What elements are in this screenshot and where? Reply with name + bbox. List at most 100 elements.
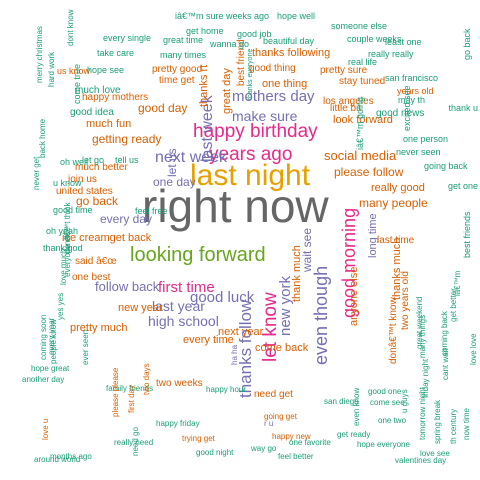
- word-cloud-term: coming back: [440, 311, 449, 356]
- word-cloud-term: please please: [111, 367, 120, 417]
- word-cloud-term: may th: [398, 95, 426, 106]
- word-cloud-term: said â€œ: [75, 255, 117, 267]
- word-cloud-term: one best: [72, 271, 111, 283]
- word-cloud-term: happy hour: [206, 385, 247, 395]
- word-cloud-term: iâ€™m going: [355, 96, 365, 150]
- word-cloud-term: los angeles: [323, 95, 374, 107]
- word-cloud-term: really need: [114, 438, 154, 448]
- word-cloud-term: coming soon: [39, 314, 48, 360]
- word-cloud-term: good job: [237, 29, 272, 40]
- word-cloud-term: tell us: [115, 155, 139, 166]
- word-cloud-term: now time: [462, 407, 471, 440]
- word-cloud-term: good day: [138, 100, 188, 115]
- word-cloud-term: great day: [221, 68, 233, 114]
- word-cloud-term: thank god: [43, 243, 83, 254]
- word-cloud-term: iâ€™m sure: [175, 11, 224, 22]
- word-cloud-term: one day: [153, 174, 196, 189]
- word-cloud-term: everyone else: [63, 227, 72, 277]
- word-cloud-term: weeks ago: [226, 11, 270, 22]
- word-cloud-term: social media: [324, 147, 397, 163]
- word-cloud-term: one person: [403, 134, 449, 145]
- word-cloud-term: pretty sure: [320, 64, 368, 76]
- word-cloud-term: follow back: [95, 278, 160, 294]
- word-cloud-term: first day: [127, 384, 136, 413]
- word-cloud-term: take care: [97, 48, 135, 59]
- word-cloud-term: look forward: [333, 113, 393, 126]
- word-cloud-term: going get: [264, 412, 297, 422]
- word-cloud-term: love love: [469, 333, 478, 365]
- word-cloud-term: love see: [420, 449, 450, 459]
- word-cloud-term: two days: [142, 363, 151, 395]
- word-cloud-term: getting ready: [92, 131, 162, 146]
- word-cloud-term: pretty good: [152, 63, 203, 75]
- word-cloud-term: one two: [378, 416, 407, 426]
- word-cloud-term: best friends: [462, 211, 472, 258]
- word-cloud-term: tomorrow night: [418, 387, 427, 440]
- word-cloud-term: oh well: [60, 157, 89, 168]
- word-cloud-term: every time: [183, 333, 234, 346]
- word-cloud-term: come back: [255, 341, 309, 354]
- word-cloud-term: u know: [53, 178, 82, 189]
- word-cloud-term: donâ€™t know: [388, 297, 399, 364]
- word-cloud-term: one favorite: [289, 438, 331, 448]
- word-cloud-term: get ready: [337, 430, 371, 440]
- word-cloud-term: much fun: [86, 117, 132, 130]
- word-cloud-term: good news: [376, 107, 425, 119]
- word-cloud-term: valentines day: [395, 456, 447, 466]
- word-cloud-term: merry christmas: [35, 26, 44, 83]
- word-cloud-term: happy new: [272, 432, 311, 442]
- word-cloud-term: least one: [385, 37, 422, 48]
- word-cloud-term: really really: [368, 49, 414, 60]
- word-cloud-term: couple weeks: [347, 34, 402, 45]
- word-cloud-term: little bit: [330, 102, 362, 114]
- word-cloud-term: good night: [196, 448, 234, 458]
- word-cloud-term: us know: [57, 66, 91, 77]
- word-cloud-term: great time: [163, 35, 204, 46]
- word-cloud-term: yes yes: [56, 292, 65, 320]
- word-cloud-term: really good: [371, 181, 425, 194]
- word-cloud-term: looking forward: [130, 244, 266, 266]
- word-cloud-term: next year: [218, 325, 264, 338]
- word-cloud-term: every single: [103, 33, 152, 44]
- word-cloud-term: time get: [159, 74, 195, 86]
- word-cloud-term: get one: [447, 181, 478, 192]
- word-cloud-term: good one: [368, 387, 402, 397]
- word-cloud-term: excited see: [402, 85, 412, 131]
- word-cloud-term: two years old: [400, 271, 411, 330]
- word-cloud-term: let us: [165, 148, 179, 177]
- word-cloud-term: oh yeah: [46, 226, 79, 237]
- word-cloud-term: anyone else: [348, 266, 360, 326]
- word-cloud-term: beautiful day: [263, 36, 315, 47]
- word-cloud-term: ha ha: [230, 344, 239, 365]
- word-cloud-term: come see: [370, 398, 405, 408]
- word-cloud-term: th century: [449, 408, 458, 444]
- word-cloud-term: two weeks: [156, 377, 203, 389]
- word-cloud-term: please follow: [334, 164, 404, 179]
- word-cloud-term: every day: [100, 211, 153, 226]
- word-cloud-term: last year: [152, 298, 205, 315]
- word-cloud-term: thank u: [448, 103, 478, 114]
- word-cloud-term: first time: [158, 279, 215, 297]
- word-cloud-term: many times: [160, 50, 207, 61]
- word-cloud-term: thanks everyone: [247, 48, 254, 100]
- word-cloud-term: happy friday: [156, 419, 200, 429]
- word-cloud-term: love u: [41, 418, 50, 440]
- word-cloud-term: another day: [22, 375, 65, 385]
- word-cloud-term: people know: [49, 319, 58, 364]
- word-cloud-term: good time: [53, 205, 93, 216]
- word-cloud-term: dont know: [66, 9, 75, 46]
- word-cloud-term: let go: [82, 155, 105, 166]
- word-cloud-term: go back: [462, 28, 472, 60]
- word-cloud-term: stay tuned: [339, 75, 386, 87]
- word-cloud-term: trying get: [182, 434, 215, 444]
- word-cloud-term: go back: [76, 193, 119, 208]
- word-cloud-term: last night: [190, 158, 311, 192]
- word-cloud-term: next week: [155, 149, 228, 167]
- word-cloud-term: ice creamget back: [62, 231, 152, 244]
- word-cloud-term: someone else: [331, 21, 388, 32]
- word-cloud-term: years ago: [209, 143, 293, 165]
- word-cloud-term: thank much: [291, 245, 303, 302]
- word-cloud-term: get home: [186, 26, 224, 37]
- word-cloud-term: come true: [72, 63, 82, 104]
